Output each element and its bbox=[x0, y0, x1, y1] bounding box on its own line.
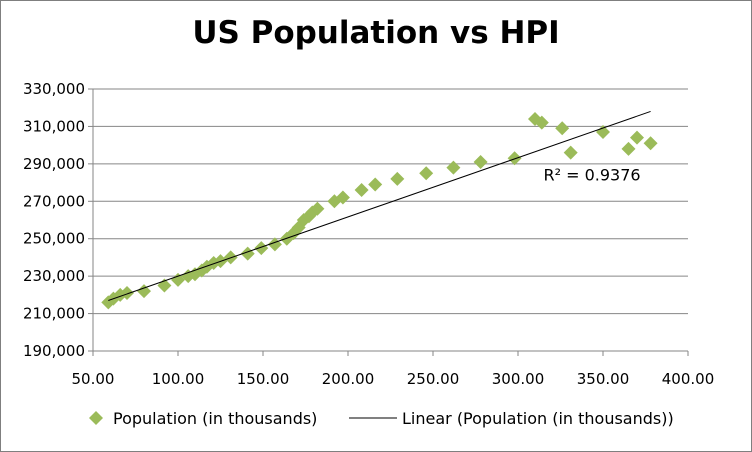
y-tick-label: 190,000 bbox=[23, 342, 85, 360]
x-tick-label: 400.00 bbox=[662, 370, 715, 388]
y-tick-label: 210,000 bbox=[23, 305, 85, 323]
data-point bbox=[419, 166, 434, 181]
data-point bbox=[310, 201, 325, 216]
axes bbox=[92, 89, 688, 352]
legend-item-population: Population (in thousands) bbox=[89, 409, 317, 428]
data-point bbox=[555, 121, 570, 136]
data-point bbox=[596, 125, 610, 140]
chart-title: US Population vs HPI bbox=[192, 15, 560, 51]
data-point bbox=[120, 285, 134, 300]
legend-item-linear: Linear (Population (in thousands)) bbox=[349, 409, 674, 428]
legend-label-linear: Linear (Population (in thousands)) bbox=[402, 409, 674, 428]
data-point bbox=[534, 115, 549, 130]
legend: Population (in thousands) Linear (Popula… bbox=[89, 409, 674, 428]
data-point bbox=[354, 183, 369, 198]
y-tick-labels: 190,000 210,000 230,000 250,000 270,000 290,0… bbox=[23, 80, 93, 360]
data-point bbox=[137, 284, 151, 299]
x-tick-label: 200.00 bbox=[322, 370, 375, 388]
data-point bbox=[643, 136, 658, 151]
data-point bbox=[473, 154, 488, 169]
y-tick-label: 270,000 bbox=[23, 192, 85, 210]
r-squared-label: R² = 0.9376 bbox=[544, 166, 641, 185]
trendline bbox=[108, 110, 651, 301]
data-point bbox=[368, 177, 383, 192]
legend-label-population: Population (in thousands) bbox=[113, 409, 317, 428]
data-point bbox=[446, 160, 461, 175]
data-point bbox=[390, 171, 405, 186]
annotations: R² = 0.9376 bbox=[544, 166, 641, 185]
data-point bbox=[563, 145, 578, 160]
x-tick-label: 50.00 bbox=[72, 370, 115, 388]
y-tick-label: 310,000 bbox=[23, 117, 85, 135]
x-tick-label: 350.00 bbox=[577, 370, 630, 388]
data-points bbox=[101, 111, 658, 310]
y-tick-label: 290,000 bbox=[23, 155, 85, 173]
data-point bbox=[630, 130, 644, 145]
legend-marker-diamond bbox=[89, 411, 103, 425]
trendline-group bbox=[108, 110, 651, 301]
data-point bbox=[507, 151, 522, 166]
data-point bbox=[335, 190, 350, 205]
y-tick-label: 250,000 bbox=[23, 230, 85, 248]
y-tick-label: 330,000 bbox=[23, 80, 85, 98]
y-tick-label: 230,000 bbox=[23, 267, 85, 285]
x-tick-labels: 50.00 100.00 150.00 200.00 250.00 300.00 350.0… bbox=[72, 351, 715, 388]
x-tick-label: 100.00 bbox=[152, 370, 205, 388]
x-tick-label: 300.00 bbox=[492, 370, 545, 388]
data-point bbox=[621, 141, 636, 156]
data-point bbox=[254, 241, 269, 256]
x-tick-label: 250.00 bbox=[407, 370, 460, 388]
x-tick-label: 150.00 bbox=[237, 370, 290, 388]
data-point bbox=[206, 256, 221, 271]
